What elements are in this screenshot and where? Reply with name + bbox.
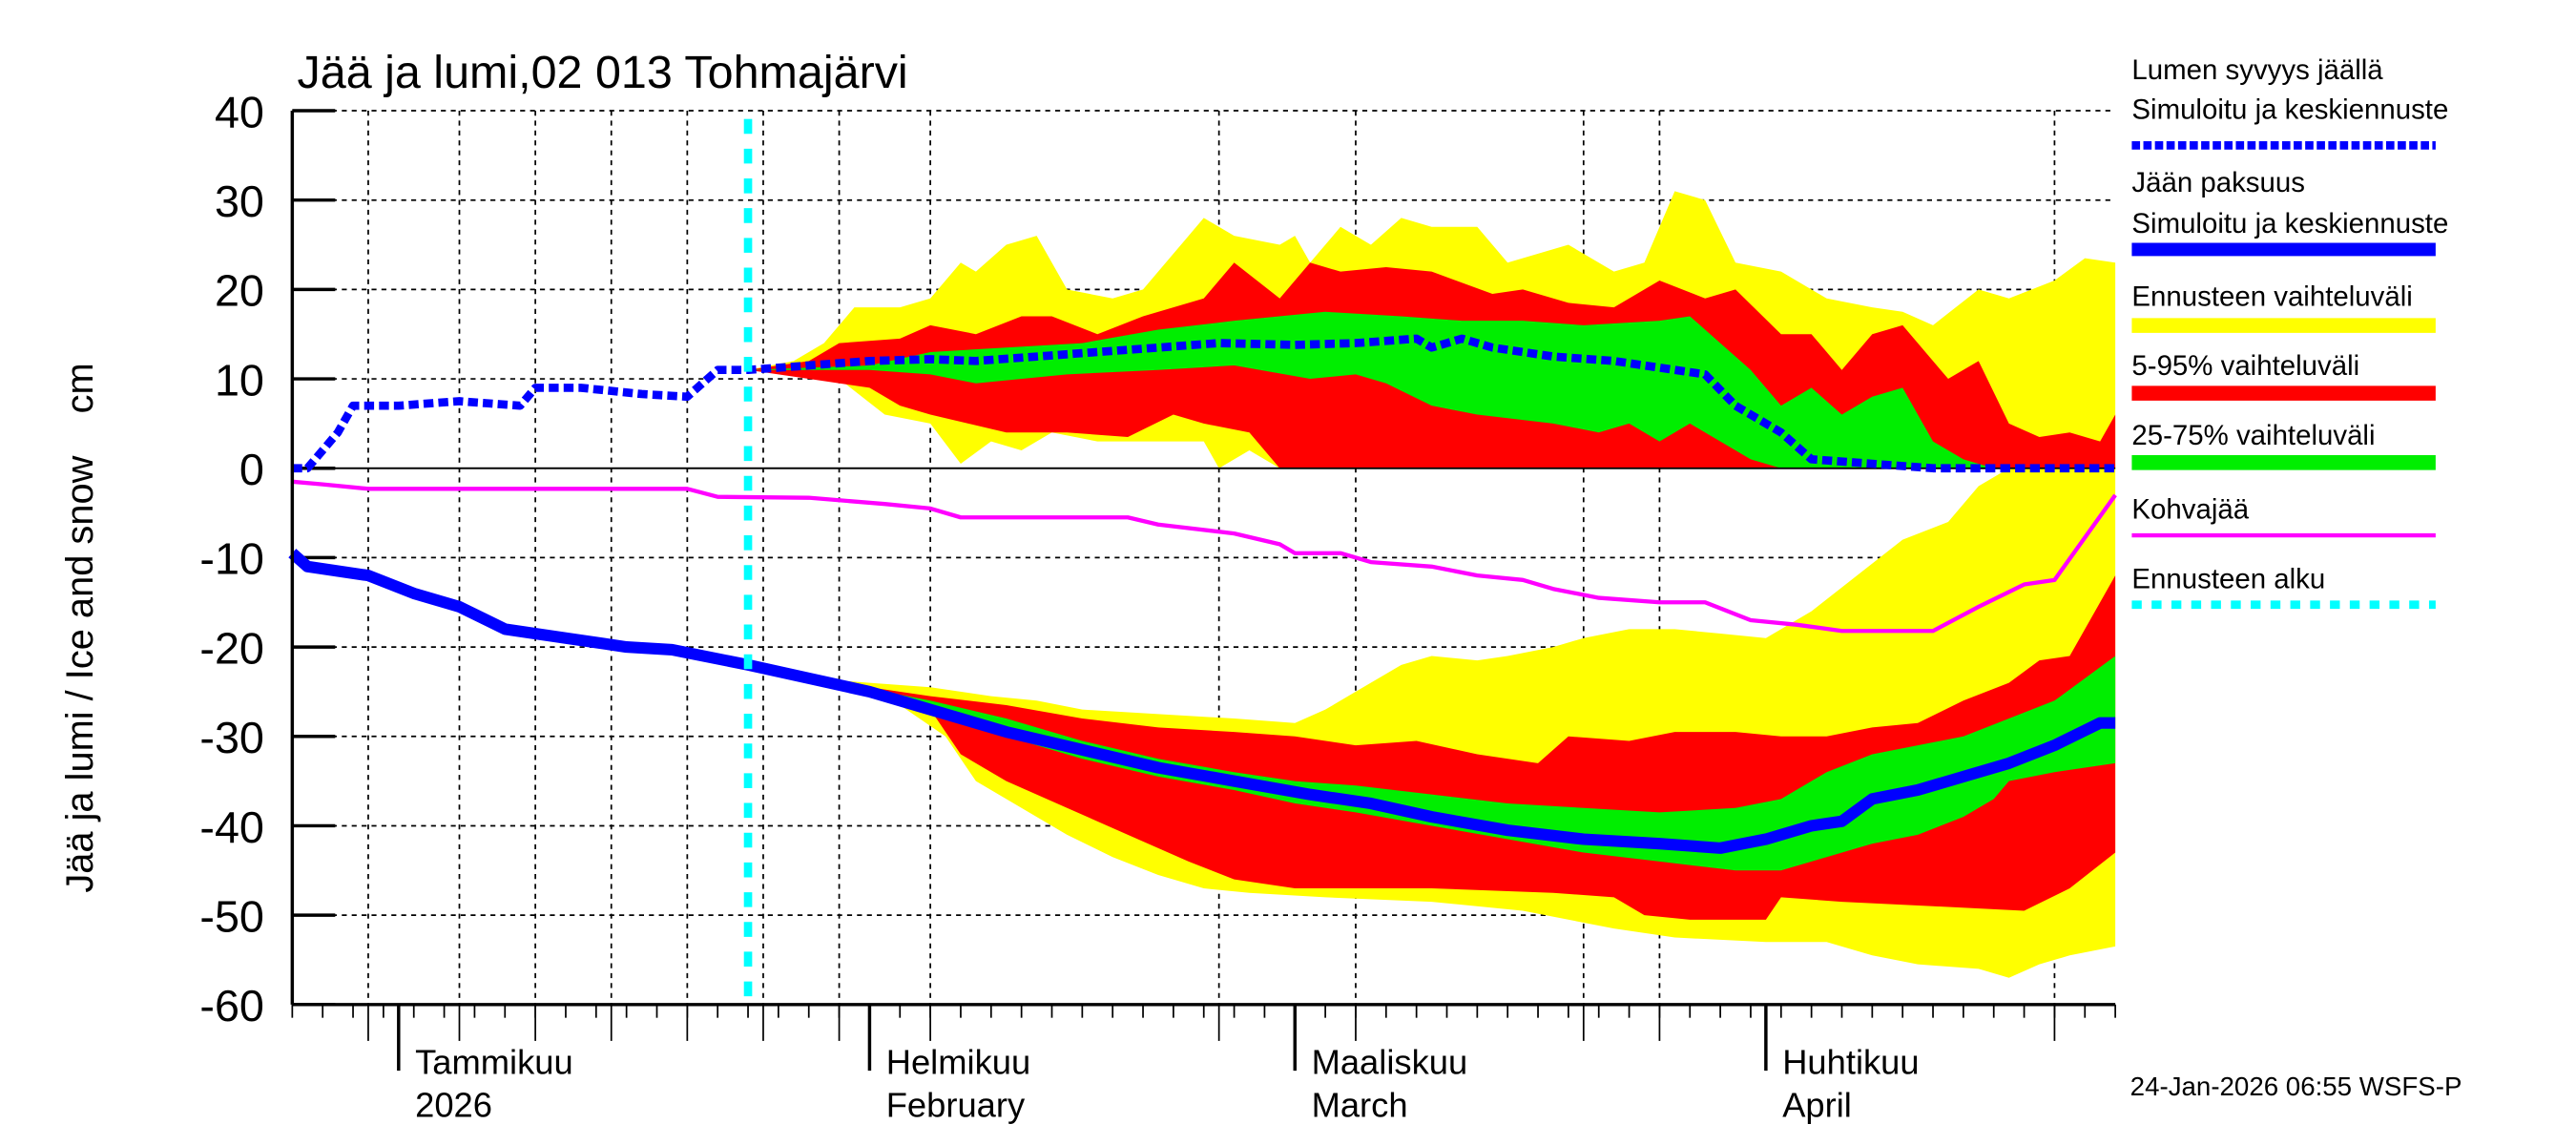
legend: Lumen syvyys jäällä Simuloitu ja keskienn… — [2131, 54, 2448, 610]
month-label-en: 2026 — [415, 1086, 492, 1125]
month-label-fi: Huhtikuu — [1782, 1043, 1919, 1082]
range-band — [748, 656, 2116, 871]
series-line — [292, 479, 2117, 634]
series-lines — [288, 118, 2117, 1005]
y-tick-label: -60 — [199, 981, 264, 1030]
y-tick-label: 0 — [239, 445, 264, 494]
legend-label: Ennusteen vaihteluväli — [2131, 281, 2412, 312]
legend-sublabel: Simuloitu ja keskiennuste — [2131, 94, 2448, 126]
y-tick-label: 10 — [215, 355, 264, 405]
legend-label: Ennusteen alku — [2131, 563, 2325, 594]
month-label-fi: Helmikuu — [886, 1043, 1030, 1082]
y-tick-label: -50 — [199, 891, 264, 941]
month-label-en: April — [1782, 1086, 1852, 1125]
month-label-fi: Maaliskuu — [1312, 1043, 1468, 1082]
month-label-en: March — [1312, 1086, 1408, 1125]
legend-label: Jään paksuus — [2131, 167, 2305, 198]
y-axis-label: Jää ja lumi / Ice and snow cm — [59, 363, 101, 892]
series-line — [292, 334, 2116, 473]
y-tick-label: -40 — [199, 802, 264, 852]
month-label-en: February — [886, 1086, 1026, 1125]
y-tick-label: 30 — [215, 177, 264, 226]
legend-label: Kohvajää — [2131, 494, 2249, 526]
legend-label: 25-75% vaihteluväli — [2131, 420, 2375, 451]
y-tick-label: 40 — [215, 87, 264, 136]
legend-label: 5-95% vaihteluväli — [2131, 350, 2359, 382]
chart-title: Jää ja lumi,02 013 Tohmajärvi — [298, 47, 908, 98]
bands — [292, 191, 2116, 978]
legend-label: Lumen syvyys jäällä — [2131, 54, 2383, 86]
timestamp: 24-Jan-2026 06:55 WSFS-P — [2130, 1072, 2462, 1101]
y-tick-label: 20 — [215, 266, 264, 316]
axes: Tammikuu 2026 Helmikuu February Maaliskuu Mar… — [290, 111, 2116, 1125]
series-line — [288, 549, 2116, 854]
y-tick-label: -10 — [199, 534, 264, 584]
y-tick-label: -20 — [199, 623, 264, 673]
month-label-fi: Tammikuu — [415, 1043, 573, 1082]
legend-sublabel: Simuloitu ja keskiennuste — [2131, 208, 2448, 239]
y-tick-label: -30 — [199, 713, 264, 762]
